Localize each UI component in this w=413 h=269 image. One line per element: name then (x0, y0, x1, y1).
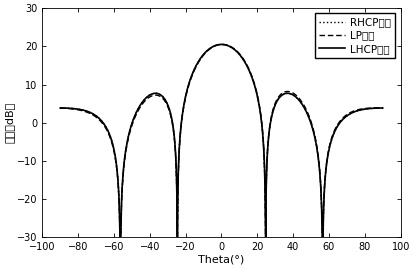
RHCP阵列 (379, 107, 384, 110)
LP阵列 (366, 107, 371, 110)
X-axis label: Theta(°): Theta(°) (198, 255, 244, 265)
LHCP阵列 (210, 45, 215, 48)
Y-axis label: 增益（dB）: 增益（dB） (4, 102, 14, 143)
RHCP阵列 (302, 108, 307, 111)
RHCP阵列 (293, 95, 298, 99)
LHCP阵列 (302, 108, 307, 111)
Legend: RHCP阵列, LP阵列, LHCP阵列: RHCP阵列, LP阵列, LHCP阵列 (314, 13, 394, 58)
LP阵列 (167, 111, 172, 114)
LP阵列 (293, 94, 298, 97)
LHCP阵列 (366, 107, 371, 110)
LHCP阵列 (57, 107, 62, 110)
LHCP阵列 (293, 95, 298, 99)
RHCP阵列 (210, 45, 215, 48)
LP阵列 (302, 106, 307, 109)
RHCP阵列 (117, 236, 122, 239)
Line: LHCP阵列: LHCP阵列 (60, 44, 382, 237)
RHCP阵列 (362, 107, 367, 111)
RHCP阵列 (218, 43, 223, 46)
LP阵列 (379, 107, 384, 110)
LP阵列 (57, 107, 62, 110)
LP阵列 (219, 43, 224, 46)
Line: RHCP阵列: RHCP阵列 (60, 44, 382, 237)
LP阵列 (117, 236, 122, 239)
RHCP阵列 (366, 107, 371, 110)
LP阵列 (362, 107, 367, 110)
LP阵列 (210, 45, 215, 48)
LHCP阵列 (117, 236, 122, 239)
LHCP阵列 (218, 43, 223, 46)
LHCP阵列 (379, 107, 384, 110)
RHCP阵列 (57, 107, 62, 110)
Line: LP阵列: LP阵列 (60, 44, 382, 237)
RHCP阵列 (167, 109, 172, 112)
LHCP阵列 (362, 107, 367, 111)
LHCP阵列 (167, 109, 172, 112)
